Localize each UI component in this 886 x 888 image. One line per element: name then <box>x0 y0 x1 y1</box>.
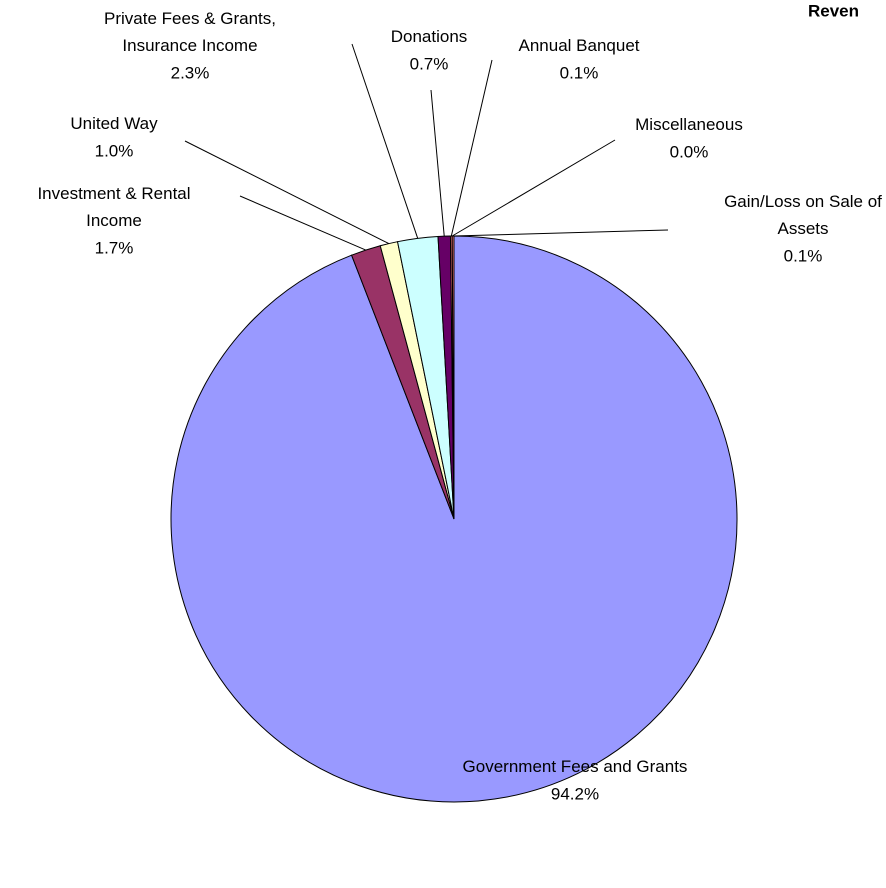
leader-lines <box>184 43 669 251</box>
slice-label: Gain/Loss on Sale of Assets <box>724 192 882 238</box>
value-label: 2.3% <box>171 63 210 82</box>
value-label: 0.1% <box>784 246 823 265</box>
leader-line <box>351 43 419 239</box>
leader-line <box>430 89 445 237</box>
value-label: 1.7% <box>95 238 134 257</box>
value-label: 1.0% <box>95 141 134 160</box>
chart-title: Reven <box>808 1 859 20</box>
leader-line <box>451 139 616 237</box>
slice-label: Miscellaneous <box>635 115 743 134</box>
slice-label: Government Fees and Grants <box>463 757 688 776</box>
value-label: 0.7% <box>410 54 449 73</box>
slice-label: United Way <box>70 114 158 133</box>
leader-line <box>450 59 493 237</box>
slice-label: Investment & Rental Income <box>37 184 190 230</box>
leader-line <box>453 229 669 237</box>
leader-line <box>184 140 390 245</box>
value-label: 94.2% <box>551 784 599 803</box>
value-label: 0.1% <box>560 63 599 82</box>
pie-slice <box>451 235 455 520</box>
value-label: 0.0% <box>670 142 709 161</box>
slice-label: Donations <box>391 27 468 46</box>
leader-line <box>239 195 366 251</box>
slice-label: Annual Banquet <box>519 36 640 55</box>
slice-label: Private Fees & Grants, Insurance Income <box>104 9 276 55</box>
